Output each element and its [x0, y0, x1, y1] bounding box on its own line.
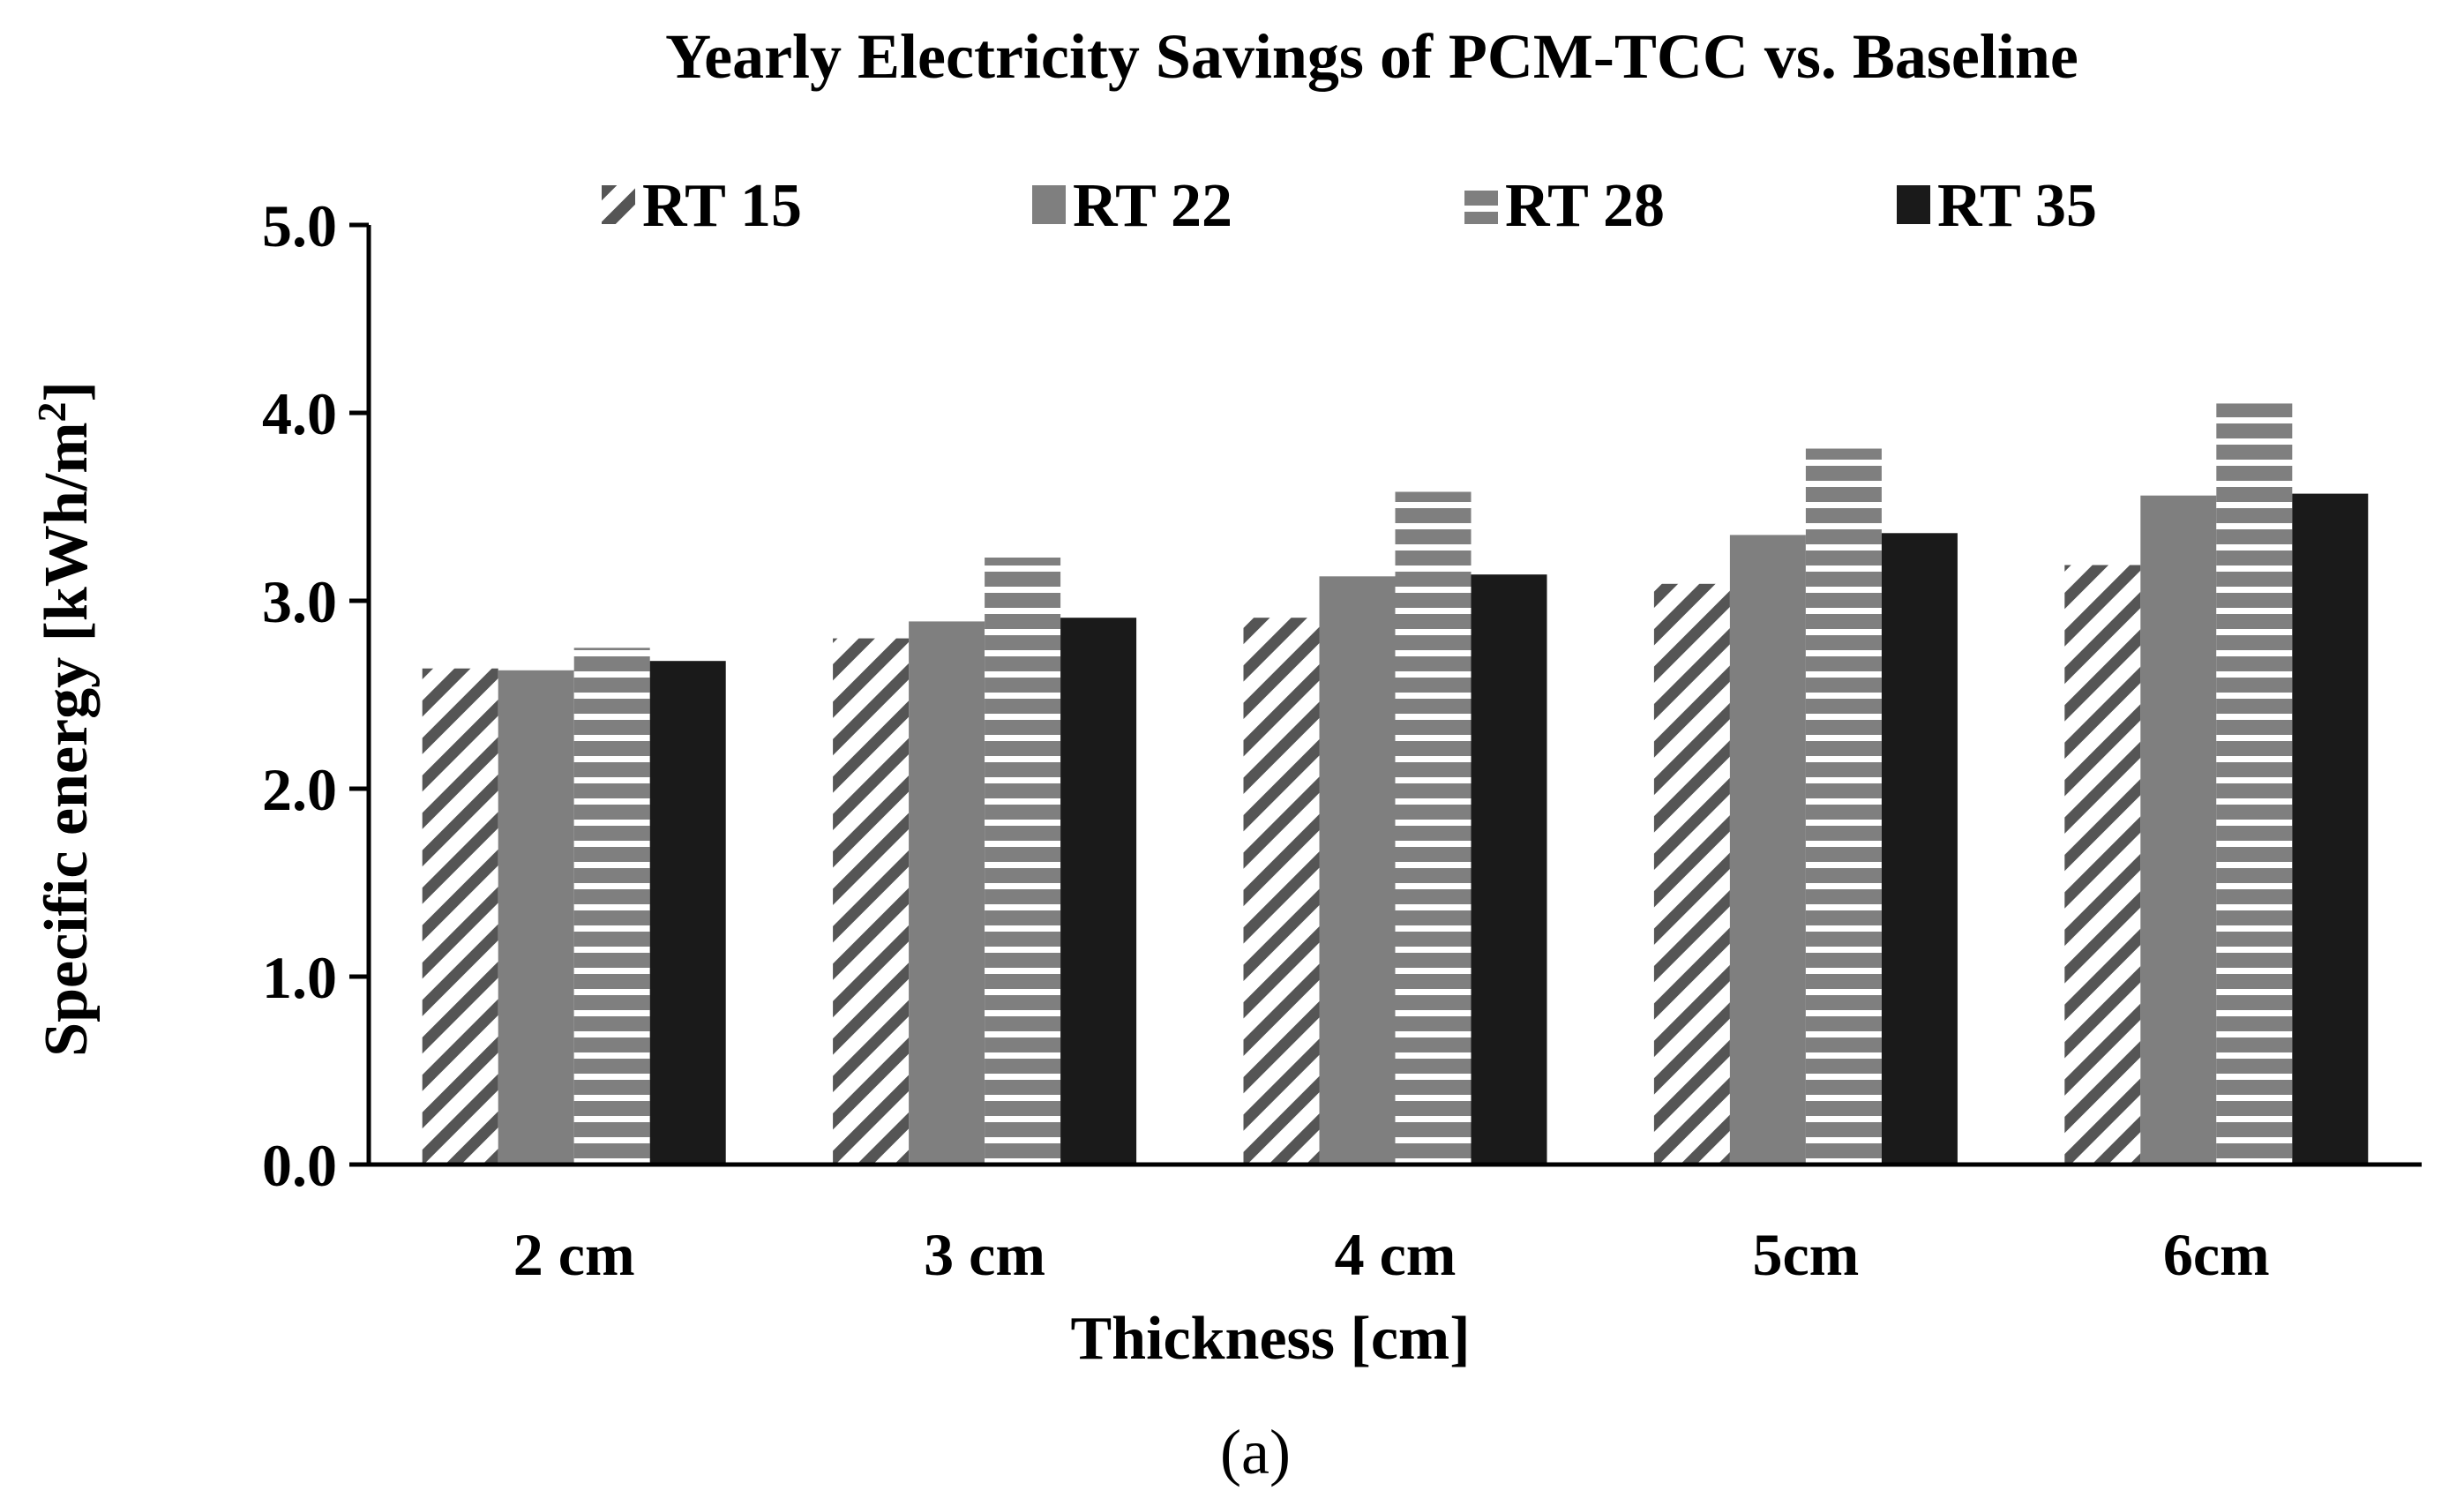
y-tick-label: 3.0: [262, 568, 337, 635]
bar-rt-35-4cm: [1471, 574, 1547, 1165]
legend-label: RT 35: [1937, 172, 2097, 240]
bar-rt-35-6cm: [2292, 493, 2369, 1165]
legend-label: RT 22: [1073, 172, 1232, 240]
bar-rt-28-5cm: [1805, 448, 1882, 1165]
legend-swatch-rt-35: [1897, 185, 1930, 224]
bar-rt-28-3cm: [985, 558, 1061, 1165]
bar-rt-35-5cm: [1881, 533, 1958, 1165]
chart-title: Yearly Electricity Savings of PCM-TCC vs…: [665, 21, 2078, 92]
bar-rt-22-5cm: [1729, 535, 1806, 1165]
figure-caption: (a): [1220, 1417, 1291, 1487]
y-tick-label: 5.0: [262, 192, 337, 259]
bar-rt-15-3cm: [833, 638, 910, 1165]
y-axis: 0.0 1.0 2.0 3.0 4.0 5.0: [262, 192, 371, 1199]
y-tick-label: 2.0: [262, 756, 337, 823]
x-tick-label: 2 cm: [513, 1221, 635, 1288]
y-axis-label-end: ]: [33, 381, 101, 401]
legend-label: RT 28: [1505, 172, 1665, 240]
legend-swatch-rt-22: [1032, 185, 1066, 224]
bars-group: [422, 403, 2369, 1165]
legend: RT 15 RT 22 RT 28 RT 35: [602, 172, 2097, 240]
x-tick-label: 6cm: [2163, 1221, 2270, 1288]
bar-rt-22-4cm: [1319, 576, 1396, 1165]
bar-rt-15-4cm: [1243, 618, 1320, 1165]
x-axis-label: Thickness [cm]: [1070, 1305, 1470, 1373]
y-tick-label: 4.0: [262, 380, 337, 447]
bar-rt-15-2cm: [422, 668, 498, 1165]
y-axis-label: Specific energy [kWh/m2]: [29, 381, 101, 1057]
bar-rt-28-6cm: [2216, 403, 2293, 1165]
legend-label: RT 15: [642, 172, 802, 240]
bar-rt-15-6cm: [2064, 565, 2141, 1165]
legend-swatch-rt-28: [1464, 185, 1498, 224]
x-tick-label: 5cm: [1752, 1221, 1859, 1288]
bar-rt-28-2cm: [573, 648, 650, 1165]
bar-rt-35-3cm: [1060, 618, 1137, 1165]
y-tick-label: 0.0: [262, 1132, 337, 1199]
bar-rt-28-4cm: [1395, 491, 1472, 1165]
bar-rt-22-2cm: [498, 670, 574, 1165]
y-axis-label-superscript: 2: [29, 401, 74, 422]
x-tick-label: 4 cm: [1335, 1221, 1457, 1288]
x-tick-label: 3 cm: [924, 1221, 1045, 1288]
bar-rt-15-5cm: [1653, 583, 1730, 1165]
y-tick-label: 1.0: [262, 944, 337, 1011]
x-axis: 2 cm 3 cm 4 cm 5cm 6cm: [369, 1162, 2422, 1288]
bar-rt-22-6cm: [2140, 495, 2217, 1165]
legend-swatch-rt-15: [602, 185, 635, 224]
bar-rt-35-2cm: [649, 661, 726, 1165]
bar-rt-22-3cm: [909, 621, 985, 1165]
